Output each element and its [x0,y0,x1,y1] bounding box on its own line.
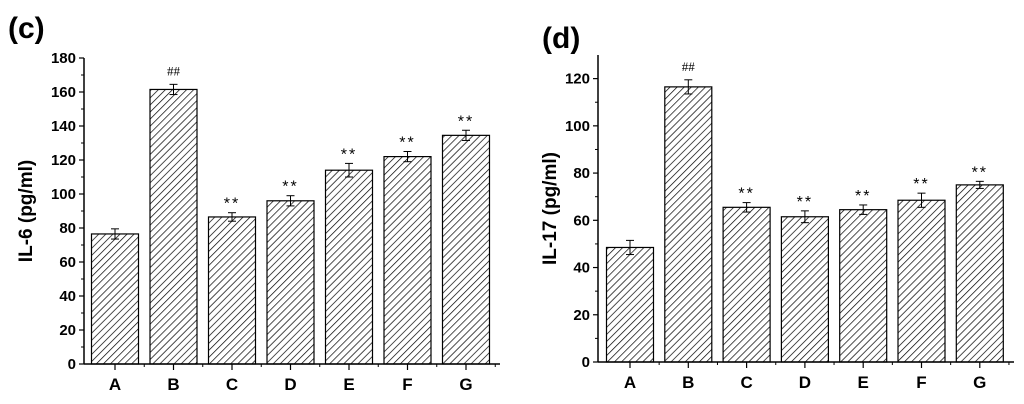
error-bar-d-G [975,180,984,189]
x-tick-label-d-D: D [799,373,811,392]
y-axis-title-c: IL-6 (pg/ml) [16,160,37,262]
y-tick-label-d: 0 [582,354,590,371]
y-tick-label-c: 140 [51,118,76,135]
significance-label-c-G: ** [458,113,474,130]
bar-d-A [605,246,655,363]
error-bar-c-C [228,212,236,222]
bar-d-F [897,199,946,363]
bar-c-F [383,156,432,365]
error-bar-d-C [742,202,751,213]
bar-c-E [324,169,374,365]
y-tick-label-c: 40 [59,288,76,305]
significance-label-c-D: ** [282,179,298,196]
error-bar-d-B [684,79,693,95]
x-tick-label-d-F: F [916,373,926,392]
y-tick-label-c: 60 [59,254,76,271]
significance-label-d-F: ** [913,176,929,193]
bar-c-B [149,88,198,365]
error-bar-c-B [169,83,178,96]
x-tick-label-d-C: C [740,373,752,392]
bar-d-G [955,184,1004,363]
y-tick-label-d: 100 [565,118,590,135]
y-tick-label-c: 100 [51,186,76,203]
y-tick-label-c: 0 [68,356,76,373]
x-tick-label-d-A: A [624,373,636,392]
bar-c-A [90,233,140,365]
x-tick-label-c-B: B [167,375,179,394]
error-bar-d-F [917,192,926,208]
bar-c-C [207,216,257,365]
error-bar-d-E [859,204,868,215]
significance-label-c-C: ** [224,196,240,213]
significance-label-d-D: ** [797,194,813,211]
error-bar-d-D [800,210,809,224]
x-tick-label-c-A: A [109,375,121,394]
significance-label-d-G: ** [972,164,988,181]
error-bar-c-G [462,129,470,141]
x-tick-label-c-F: F [402,375,412,394]
x-tick-label-c-E: E [343,375,354,394]
error-bar-c-F [403,151,412,163]
bar-d-C [722,206,771,363]
significance-label-c-F: ** [399,135,415,152]
x-tick-label-d-B: B [682,373,694,392]
significance-label-d-C: ** [738,186,754,203]
panel-label-d: (d) [542,22,580,55]
panel-label-c: (c) [8,12,45,45]
x-tick-label-c-G: G [459,375,472,394]
error-bar-c-D [286,195,295,207]
y-tick-label-c: 20 [59,322,76,339]
x-tick-label-d-G: G [973,373,986,392]
error-bar-c-A [111,228,119,240]
bar-d-E [839,209,888,363]
x-tick-label-c-C: C [226,375,238,394]
x-tick-label-d-E: E [858,373,869,392]
x-tick-label-c-D: D [284,375,296,394]
significance-label-d-E: ** [855,188,871,205]
significance-label-d-B: ## [682,59,696,74]
significance-label-c-B: ## [167,63,181,78]
bar-d-D [780,216,830,363]
bar-c-D [266,200,315,365]
significance-label-c-E: ** [341,146,357,163]
y-tick-label-d: 60 [573,212,590,229]
y-axis-title-d: IL-17 (pg/ml) [540,152,561,265]
y-tick-label-d: 20 [573,307,590,324]
bar-d-B [664,86,713,363]
y-tick-label-c: 80 [59,220,76,237]
error-bar-c-E [345,162,353,178]
y-tick-label-d: 80 [573,165,590,182]
y-tick-label-c: 120 [51,152,76,169]
y-tick-label-c: 180 [51,50,76,67]
y-tick-label-d: 40 [573,260,590,277]
error-bar-d-A [626,239,634,256]
bar-c-G [441,134,491,365]
chart-panel-d: (d) IL-17 (pg/ml) A ## B ** C ** D ** E ** F ** G 0 20 40… [540,22,1014,392]
chart-panel-c: (c) IL-6 (pg/ml) A ## B ** C ** D ** E ** F ** G 0 20 40 6… [8,12,500,394]
y-tick-label-c: 160 [51,84,76,101]
y-tick-label-d: 120 [565,71,590,88]
